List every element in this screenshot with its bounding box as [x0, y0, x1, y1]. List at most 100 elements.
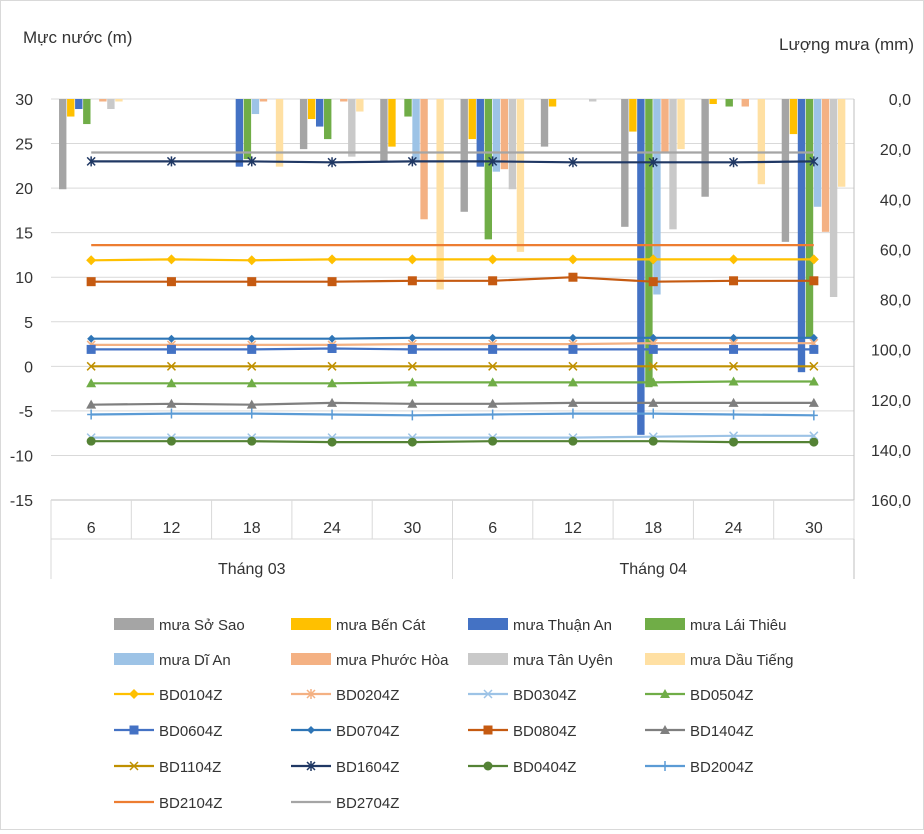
line-marker [729, 276, 739, 286]
line-marker [648, 377, 659, 387]
line-marker [166, 361, 176, 371]
line-marker [567, 397, 578, 407]
line-marker [166, 254, 177, 265]
legend-label: BD0804Z [513, 723, 576, 740]
line-marker [247, 344, 257, 354]
line-marker [729, 344, 739, 354]
rain-bar [709, 99, 717, 105]
rain-bar [315, 99, 324, 127]
left-tick-label: 20 [15, 181, 33, 198]
x-tick-label: 18 [243, 520, 261, 537]
line-marker [86, 436, 96, 446]
rain-bar [669, 99, 677, 230]
line-marker [728, 254, 739, 265]
legend-label: BD0504Z [690, 687, 753, 704]
line-marker [129, 725, 139, 735]
rain-bar [677, 99, 685, 150]
line-marker [809, 410, 818, 421]
line-marker [247, 408, 256, 419]
rain-bar [629, 99, 637, 132]
rain-bar [243, 99, 252, 160]
line-marker [307, 726, 315, 734]
line-marker [129, 761, 139, 771]
line-marker [167, 334, 176, 343]
level-line [91, 258, 814, 262]
right-tick-label: 80,0 [880, 293, 911, 310]
rain-bar [725, 99, 733, 107]
line-marker [327, 277, 337, 287]
line-marker [488, 156, 498, 167]
legend-label: mưa Sở Sao [159, 617, 245, 634]
legend-label: BD0204Z [336, 687, 399, 704]
rain-bar [83, 99, 91, 125]
line-marker [648, 397, 659, 407]
line-marker [327, 157, 337, 168]
rain-bar [235, 99, 244, 167]
line-marker [87, 334, 96, 343]
legend-swatch [645, 653, 685, 665]
line-marker [728, 376, 739, 386]
line-marker [408, 410, 417, 421]
legend-label: mưa Phước Hòa [336, 652, 449, 669]
legend-label: mưa Bến Cát [336, 617, 426, 634]
rain-bar [460, 99, 468, 212]
rain-bar [404, 99, 412, 117]
legend: mưa Sở Sao mưa Bến Cát mưa Thuận An mưa Lái… [114, 617, 793, 812]
line-marker [568, 408, 577, 419]
right-tick-label: 160,0 [871, 493, 911, 510]
right-tick-label: 40,0 [880, 192, 911, 209]
line-marker [327, 397, 338, 407]
x-tick-label: 18 [644, 520, 662, 537]
line-marker [488, 361, 498, 371]
line-marker [488, 409, 497, 420]
line-marker [487, 254, 498, 265]
x-tick-label: 12 [163, 520, 181, 537]
rain-bar [324, 99, 332, 140]
line-marker [407, 156, 417, 167]
x-tick-label: 12 [564, 520, 582, 537]
x-tick-label: 30 [805, 520, 823, 537]
line-marker [87, 409, 96, 420]
level-line [91, 276, 814, 283]
rain-bar [356, 99, 364, 112]
right-tick-label: 140,0 [871, 443, 911, 460]
level-lines [86, 151, 819, 447]
line-marker [407, 377, 418, 387]
level-line [91, 336, 814, 340]
line-marker [483, 725, 493, 735]
line-marker [649, 333, 658, 342]
rain-bar [476, 99, 484, 167]
line-marker [407, 361, 417, 371]
rain-bar [757, 99, 766, 185]
line-marker [728, 397, 739, 407]
line-marker [86, 255, 97, 266]
legend-swatch [114, 653, 154, 665]
rain-bars [59, 99, 846, 435]
rain-bar [653, 99, 661, 295]
level-line [91, 440, 814, 444]
line-marker [483, 689, 493, 699]
line-marker [166, 344, 176, 354]
level-line [91, 434, 814, 439]
legend-label: mưa Dầu Tiếng [690, 652, 793, 669]
right-axis-label: Lượng mưa (mm) [779, 35, 914, 54]
x-tick-label: 24 [323, 520, 341, 537]
rain-bar [484, 99, 493, 240]
legend-label: BD2004Z [690, 759, 753, 776]
legend-label: mưa Dĩ An [159, 652, 231, 669]
left-axis-label: Mực nước (m) [23, 28, 132, 47]
rain-bar [741, 99, 749, 107]
line-marker [86, 361, 96, 371]
right-tick-label: 100,0 [871, 343, 911, 360]
line-marker [808, 254, 819, 265]
line-marker [327, 254, 338, 265]
rain-bar [548, 99, 557, 107]
line-marker [328, 334, 337, 343]
rain-bar [540, 99, 549, 147]
rain-bar [251, 99, 260, 115]
legend-label: BD2104Z [159, 795, 222, 812]
line-marker [247, 277, 257, 287]
line-marker [660, 689, 670, 698]
rain-bar [805, 99, 814, 338]
rain-bar [821, 99, 830, 232]
